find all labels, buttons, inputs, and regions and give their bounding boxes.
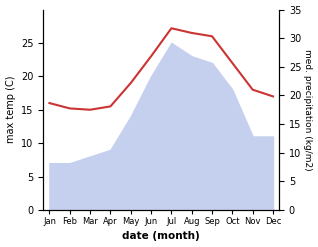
Y-axis label: max temp (C): max temp (C) bbox=[5, 76, 16, 144]
X-axis label: date (month): date (month) bbox=[122, 231, 200, 242]
Y-axis label: med. precipitation (kg/m2): med. precipitation (kg/m2) bbox=[303, 49, 313, 171]
